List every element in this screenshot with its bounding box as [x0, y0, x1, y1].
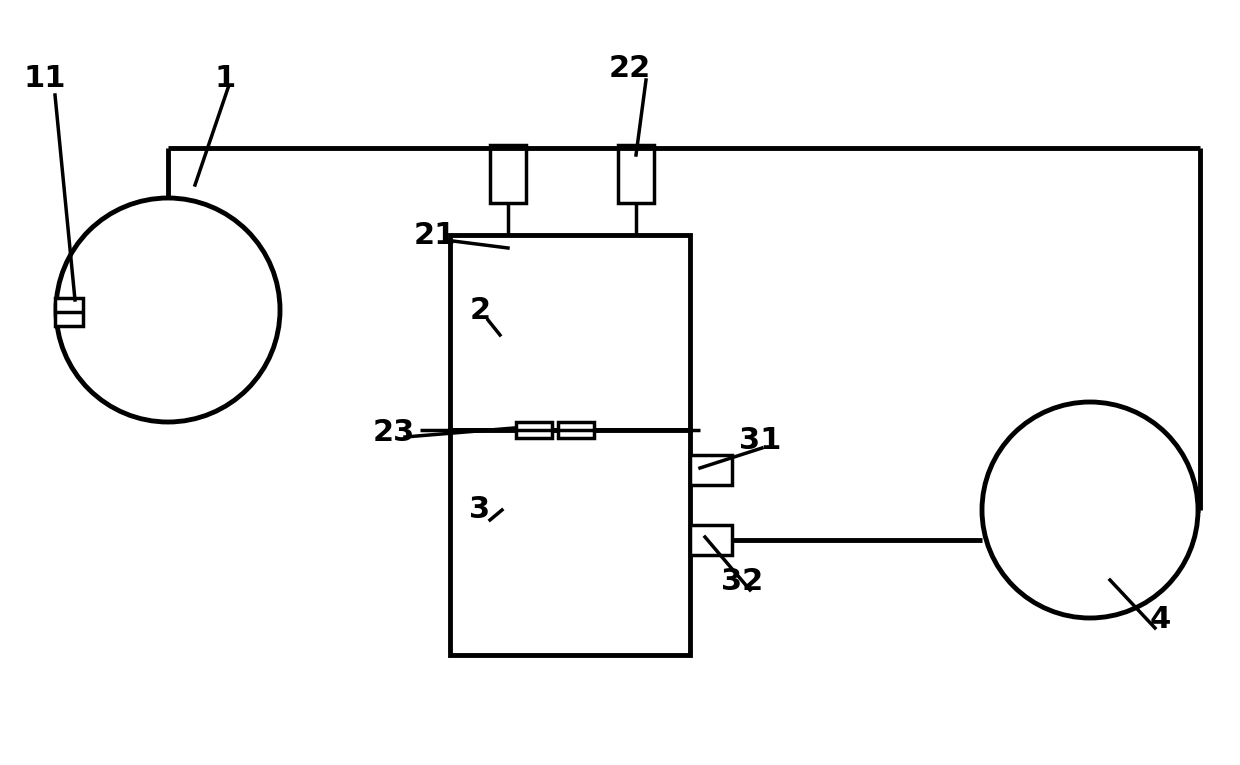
Text: 11: 11 [24, 63, 66, 93]
Text: 1: 1 [215, 63, 236, 93]
Bar [55, 298, 83, 326]
Text: 21: 21 [414, 220, 456, 249]
Text: 3: 3 [470, 496, 491, 525]
Bar [558, 422, 594, 438]
Bar [618, 145, 653, 203]
Bar [450, 430, 689, 655]
Text: 4: 4 [1149, 606, 1171, 634]
Text: 2: 2 [470, 295, 491, 324]
Bar [689, 455, 732, 485]
Text: 22: 22 [609, 54, 651, 83]
Text: 23: 23 [373, 418, 415, 447]
Bar [450, 235, 689, 430]
Text: 31: 31 [739, 425, 781, 454]
Bar [516, 422, 552, 438]
Bar [490, 145, 526, 203]
Text: 32: 32 [720, 568, 763, 597]
Bar [689, 525, 732, 555]
